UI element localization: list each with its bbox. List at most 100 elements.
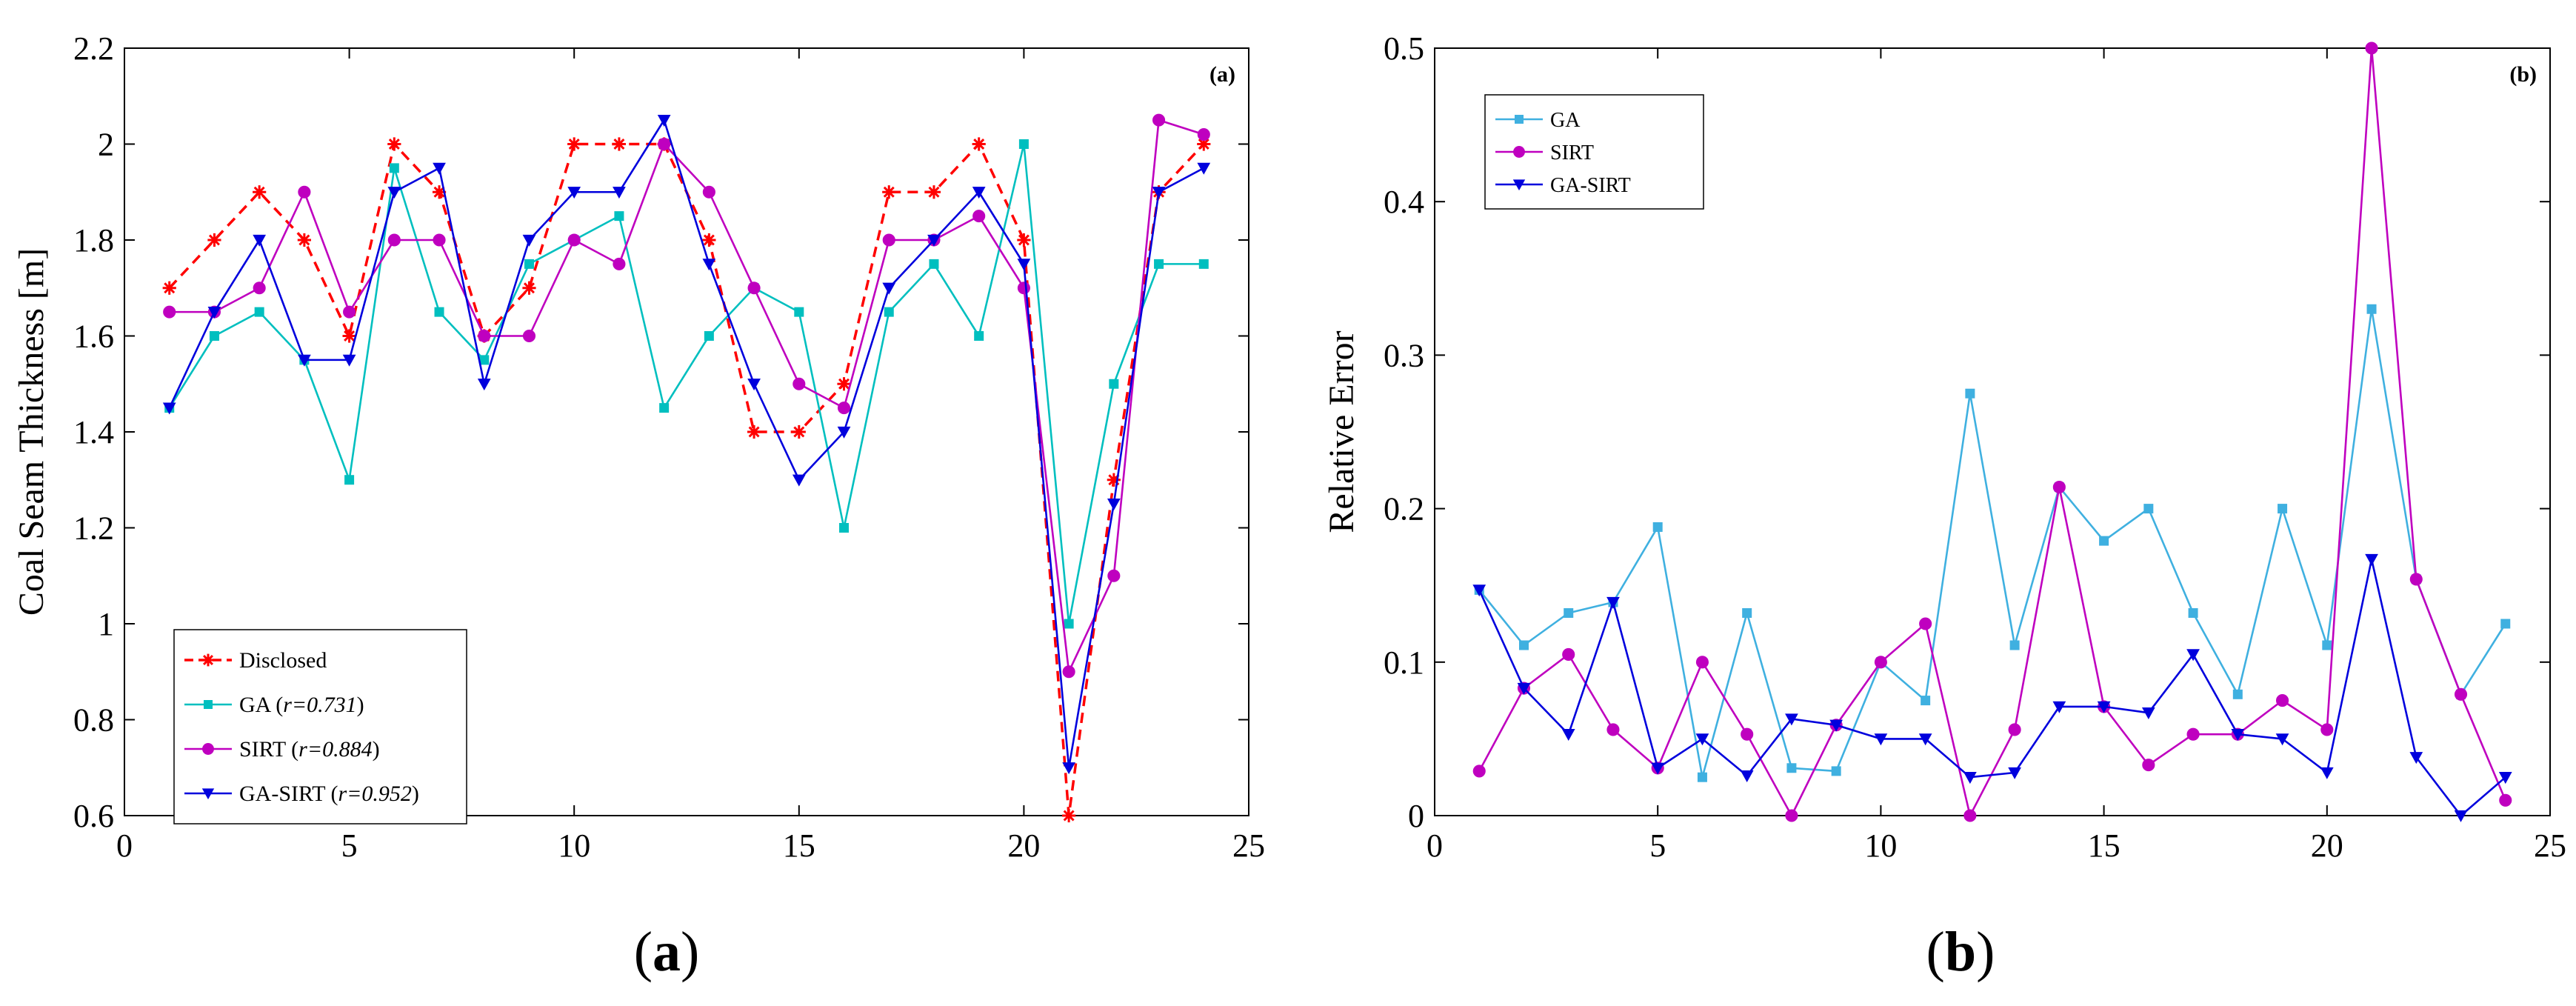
data-point-disclosed [522,281,536,295]
series-line-ga [1478,307,2506,779]
data-point-ga [1018,139,1029,149]
y-tick-label: 2 [98,127,114,163]
legend-item-ga: GA [1495,109,1581,132]
data-point-ga [389,163,399,173]
data-point-ga [254,307,264,317]
data-point-ga-sirt [2052,701,2066,713]
star-stroke [1198,139,1209,150]
legend-item-ga: GA (r=0.731) [184,693,364,717]
data-point-ga-sirt [657,114,671,127]
data-point-disclosed [162,281,176,295]
data-point-ga-sirt [2008,767,2021,779]
data-point-sirt [2276,694,2289,707]
plot-frame [1434,47,2551,816]
star-stroke [748,426,760,438]
series-line-sirt [1478,47,2506,817]
star-stroke [793,426,805,438]
data-point-ga-sirt [972,187,986,199]
y-axis-label: Coal Seam Thickness [m] [12,248,51,616]
legend-label: SIRT [1550,141,1594,164]
data-point-sirt [2320,723,2334,736]
data-point-ga [1154,259,1164,269]
legend-item-ga-sirt: GA-SIRT (r=0.952) [184,782,419,806]
data-point-disclosed [702,233,716,247]
data-point-sirt [387,233,401,247]
data-point-sirt [1606,723,1620,736]
data-point-disclosed [567,137,581,151]
data-point-ga [344,475,355,485]
data-point-ga [2366,304,2377,314]
series-sirt [1472,41,2512,822]
data-point-sirt [1152,113,1166,127]
caption-open: ( [1926,921,1945,983]
data-point-ga-sirt [702,259,716,271]
data-point-ga-sirt [522,234,536,247]
data-point-ga-sirt [1152,187,1166,199]
y-axis-label: Relative Error [1322,330,1361,533]
data-point-ga-sirt [1017,259,1031,271]
data-point-ga-sirt [613,187,626,199]
data-point-ga-sirt [1829,719,1843,732]
legend: GA SIRT GA-SIRT [1484,94,1704,210]
data-point-sirt [702,185,715,199]
star-stroke [253,186,265,198]
data-point-sirt [972,210,986,223]
data-point-ga [1109,379,1119,389]
data-point-ga-sirt [1561,729,1575,742]
y-tick-label: 1.4 [73,414,114,450]
data-point-ga [794,307,804,317]
star-stroke [838,378,850,390]
legend-item-sirt: SIRT [1495,141,1594,164]
data-point-ga [479,355,490,365]
data-point-ga-sirt [1740,770,1754,782]
legend-item-ga-sirt: GA-SIRT [1495,174,1631,197]
x-tick-label: 25 [2534,827,2566,864]
y-tick-label: 1.6 [73,319,114,355]
star-stroke [298,234,310,246]
legend-swatch-marker [1515,115,1524,124]
data-point-ga [2232,689,2243,699]
data-point-ga [1831,766,1841,776]
series-ga [164,139,1209,629]
star-stroke [344,330,356,342]
data-point-disclosed [1062,808,1076,823]
data-point-ga [1064,619,1074,629]
y-tick-label: 1.2 [73,510,114,547]
data-point-sirt [2499,793,2512,807]
y-tick-label: 1.8 [73,222,114,259]
data-point-ga-sirt [298,354,311,367]
data-point-ga-sirt [927,234,941,247]
data-point-disclosed [207,233,221,247]
y-tick-label: 0 [1408,798,1424,834]
star-stroke [1018,234,1030,246]
data-point-ga [1652,522,1663,532]
x-tick-label: 15 [783,827,815,864]
panel-caption: (a) [634,921,700,983]
star-stroke [883,186,895,198]
data-point-sirt [478,329,491,343]
legend-swatch-marker [201,788,215,800]
data-point-disclosed [747,424,761,439]
data-point-disclosed [792,424,806,439]
data-point-ga [884,307,894,317]
data-point-ga-sirt [2231,729,2245,742]
data-point-sirt [747,282,761,295]
x-tick-label: 15 [2088,827,2120,864]
star-stroke [433,186,445,198]
data-point-sirt [1017,282,1030,295]
caption-letter: a [653,921,681,983]
data-point-ga-sirt [342,354,356,367]
series-line-ga-sirt [168,119,1204,769]
data-point-ga [1921,696,1931,706]
caption-open: ( [634,921,653,983]
legend-item-sirt: SIRT (r=0.884) [184,737,380,762]
panel-tag: (a) [1209,62,1235,87]
legend-swatch-marker [202,743,214,755]
data-point-sirt [1785,809,1798,822]
data-point-ga-sirt [1197,162,1211,175]
data-point-sirt [2365,41,2378,55]
legend-item-disclosed: Disclosed [184,648,327,673]
data-point-sirt [163,305,176,319]
x-tick-label: 10 [558,827,590,864]
